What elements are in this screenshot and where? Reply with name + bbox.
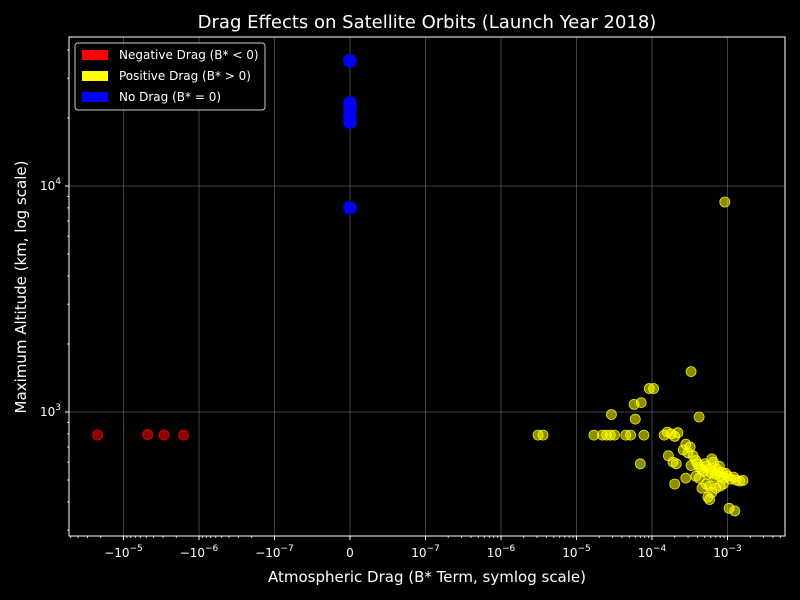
y-axis-label: Maximum Altitude (km, log scale) [12, 161, 30, 414]
legend-label-negative: Negative Drag (B* < 0) [119, 48, 259, 62]
x-tick-label: 10−4 [638, 544, 667, 560]
legend-label-no-drag: No Drag (B* = 0) [119, 90, 221, 104]
legend-swatch-positive [82, 71, 108, 81]
no-drag-point [343, 115, 357, 129]
y-axis-ticks: 103 104 [40, 49, 69, 531]
positive-drag-point [719, 196, 731, 208]
x-tick-label: −10−5 [104, 544, 143, 560]
positive-drag-point [625, 429, 636, 441]
positive-drag-point [670, 458, 682, 470]
legend: Negative Drag (B* < 0) Positive Drag (B*… [74, 42, 266, 111]
no-drag-point [343, 53, 357, 68]
positive-drag-point [672, 427, 684, 439]
legend-label-positive: Positive Drag (B* > 0) [119, 69, 251, 83]
positive-drag-point [693, 472, 705, 484]
positive-drag-point [629, 413, 641, 425]
x-tick-label: 10−3 [713, 544, 742, 560]
x-tick-label: 0 [346, 546, 354, 560]
negative-drag-point [142, 429, 154, 440]
x-tick-label: 10−5 [562, 544, 591, 560]
data-points [92, 53, 749, 517]
positive-drag-point [638, 429, 650, 441]
x-tick-label: −10−6 [180, 544, 219, 560]
positive-drag-point [717, 478, 729, 490]
y-tick-label: 103 [40, 403, 61, 419]
positive-drag-point [606, 409, 617, 420]
x-tick-label: −10−7 [255, 544, 294, 560]
x-axis-ticks: −10−5 −10−6 −10−7 0 10−7 10−6 10−5 10−4 10−3 [70, 536, 781, 560]
positive-drag-point [737, 474, 749, 486]
positive-drag-point [609, 429, 620, 441]
y-tick-label: 104 [40, 177, 61, 193]
x-tick-label: 10−7 [411, 544, 440, 560]
grid-lines [69, 37, 785, 536]
positive-drag-point [729, 505, 741, 517]
positive-drag-point [635, 397, 647, 409]
legend-swatch-negative [82, 50, 108, 60]
negative-drag-point [178, 429, 190, 441]
positive-drag-point [685, 366, 697, 378]
positive-drag-point [685, 460, 697, 471]
no-drag-point [343, 200, 357, 215]
legend-box [74, 42, 266, 111]
negative-drag-point [92, 429, 103, 441]
positive-drag-point [669, 478, 681, 490]
chart-title: Drag Effects on Satellite Orbits (Launch… [198, 12, 657, 33]
positive-drag-point [693, 411, 705, 423]
positive-drag-point [537, 429, 549, 441]
x-tick-label: 10−6 [487, 544, 516, 560]
plot-frame [68, 36, 786, 537]
positive-drag-point [634, 458, 646, 470]
x-axis-label: Atmospheric Drag (B* Term, symlog scale) [268, 568, 586, 586]
negative-drag-point [158, 429, 170, 441]
legend-swatch-no-drag [82, 92, 108, 102]
positive-drag-point [680, 472, 692, 484]
positive-drag-point [648, 383, 659, 394]
